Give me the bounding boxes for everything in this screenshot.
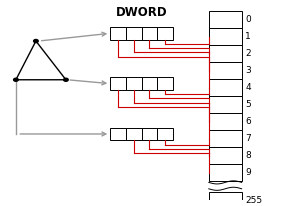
Bar bbox=[110, 27, 126, 40]
Bar bbox=[157, 77, 173, 90]
Bar bbox=[110, 77, 126, 90]
Bar bbox=[110, 128, 126, 140]
Bar bbox=[142, 27, 157, 40]
Bar bbox=[209, 192, 242, 206]
Bar bbox=[209, 28, 242, 45]
Circle shape bbox=[34, 40, 38, 43]
Bar bbox=[142, 128, 157, 140]
Text: 4: 4 bbox=[245, 83, 251, 92]
Text: 255: 255 bbox=[245, 196, 262, 205]
Text: 2: 2 bbox=[245, 49, 251, 58]
Bar bbox=[209, 147, 242, 164]
Circle shape bbox=[14, 78, 18, 81]
Bar bbox=[209, 130, 242, 147]
Bar bbox=[157, 27, 173, 40]
Text: 6: 6 bbox=[245, 117, 251, 126]
Bar bbox=[142, 77, 157, 90]
Text: 8: 8 bbox=[245, 151, 251, 160]
Text: 1: 1 bbox=[245, 32, 251, 41]
Bar bbox=[209, 113, 242, 130]
Bar bbox=[209, 79, 242, 96]
Text: 3: 3 bbox=[245, 66, 251, 75]
Bar bbox=[126, 27, 142, 40]
Text: DWORD: DWORD bbox=[116, 6, 168, 19]
Text: 5: 5 bbox=[245, 100, 251, 109]
Bar bbox=[126, 77, 142, 90]
Bar bbox=[209, 45, 242, 62]
Bar bbox=[209, 11, 242, 28]
Bar bbox=[157, 128, 173, 140]
Text: 7: 7 bbox=[245, 134, 251, 143]
Text: 0: 0 bbox=[245, 15, 251, 24]
Text: 9: 9 bbox=[245, 168, 251, 177]
Bar bbox=[209, 164, 242, 181]
Bar bbox=[126, 128, 142, 140]
Bar bbox=[209, 62, 242, 79]
Bar bbox=[209, 96, 242, 113]
Circle shape bbox=[64, 78, 68, 81]
